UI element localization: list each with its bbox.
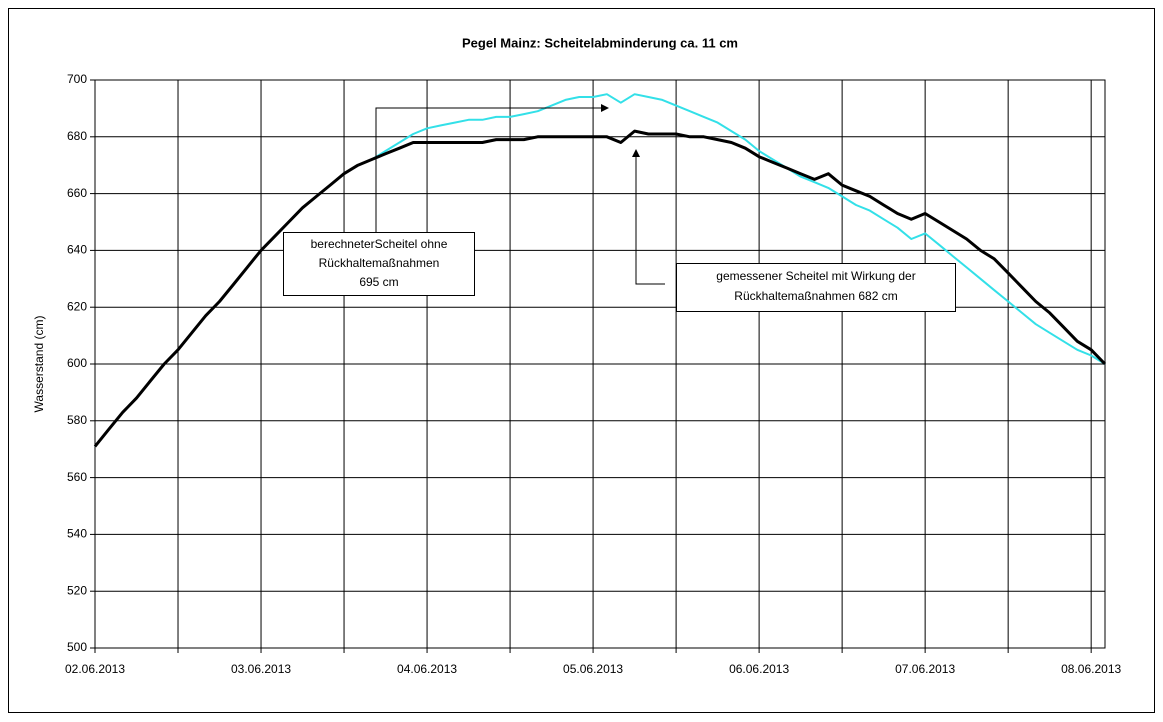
annotation-box — [676, 263, 956, 312]
y-tick-label: 640 — [67, 243, 87, 257]
annotation-text: Rückhaltemaßnahmen — [319, 256, 440, 270]
y-axis-label: Wasserstand (cm) — [32, 316, 46, 413]
x-tick-label: 08.06.2013 — [1061, 662, 1121, 676]
x-tick-label: 05.06.2013 — [563, 662, 623, 676]
y-tick-label: 580 — [67, 413, 87, 427]
x-tick-label: 04.06.2013 — [397, 662, 457, 676]
annotation-arrow — [375, 104, 609, 232]
chart-title: Pegel Mainz: Scheitelabminderung ca. 11 … — [462, 35, 738, 50]
y-tick-label: 680 — [67, 129, 87, 143]
annotation-text: Rückhaltemaßnahmen 682 cm — [734, 289, 897, 303]
annotation-box — [283, 232, 475, 296]
annotation-text: gemessener Scheitel mit Wirkung der — [716, 269, 915, 283]
x-tick-label: 06.06.2013 — [729, 662, 789, 676]
y-tick-label: 700 — [67, 72, 87, 86]
x-tick-label: 07.06.2013 — [895, 662, 955, 676]
y-tick-label: 600 — [67, 356, 87, 370]
annotation-text: 695 cm — [359, 275, 398, 289]
x-tick-label: 02.06.2013 — [65, 662, 125, 676]
y-tick-label: 520 — [67, 583, 87, 597]
y-tick-label: 540 — [67, 527, 87, 541]
y-tick-label: 500 — [67, 640, 87, 654]
annotation-text: berechneterScheitel ohne — [311, 237, 448, 251]
y-tick-label: 560 — [67, 470, 87, 484]
series-line — [93, 129, 1107, 448]
annotation-arrow — [632, 149, 665, 285]
y-tick-label: 660 — [67, 186, 87, 200]
x-tick-label: 03.06.2013 — [231, 662, 291, 676]
y-tick-label: 620 — [67, 299, 87, 313]
